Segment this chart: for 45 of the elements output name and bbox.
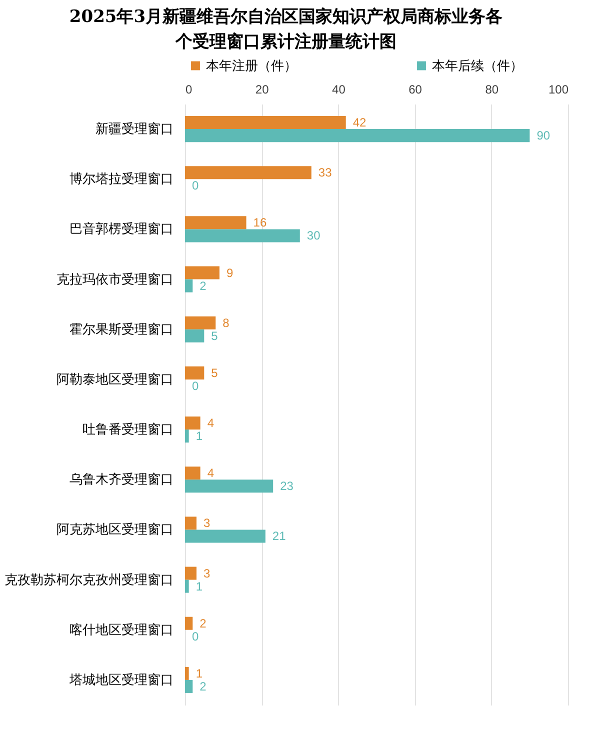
y-tick-label: 克拉玛依市受理窗口 [56,271,174,286]
legend-label: 本年注册（件） [206,58,297,73]
y-tick-label: 霍尔果斯受理窗口 [70,321,174,336]
x-tick-label: 40 [332,82,346,96]
data-label: 5 [211,328,218,343]
data-label: 2 [200,679,207,694]
data-label: 2 [200,278,207,293]
x-tick-label: 100 [548,82,569,96]
data-label: 3 [203,516,210,530]
data-label: 23 [280,479,294,494]
data-label: 1 [196,579,203,594]
data-label: 90 [536,128,550,143]
y-tick-label: 博尔塔拉受理窗口 [70,171,174,186]
data-label: 42 [352,116,367,130]
x-tick-label: 0 [186,82,192,96]
y-tick-label: 乌鲁木齐受理窗口 [70,472,174,487]
x-tick-label: 80 [485,82,499,96]
y-tick-label: 吐鲁番受理窗口 [82,422,174,437]
data-label: 8 [222,316,230,330]
data-label: 4 [207,416,214,430]
x-tick-label: 20 [255,82,270,96]
legend-label: 本年后续（件） [432,58,523,73]
y-tick-label: 巴音郭楞受理窗口 [70,221,174,236]
data-label: 0 [192,629,199,644]
data-label: 5 [211,366,218,380]
data-label: 21 [272,529,286,544]
data-label: 4 [207,466,214,480]
data-label: 1 [196,666,203,680]
data-label: 3 [203,566,210,580]
x-tick-label: 60 [408,82,422,96]
data-label: 1 [196,429,203,444]
y-tick-label: 新疆受理窗口 [96,121,174,136]
y-tick-label: 阿勒泰地区受理窗口 [56,371,174,386]
data-label: 2 [200,616,207,630]
data-label: 0 [192,178,199,193]
data-label: 33 [318,166,332,180]
data-label: 9 [226,266,234,280]
y-tick-label: 塔城地区受理窗口 [68,672,174,687]
data-label: 16 [253,216,267,230]
data-label: 30 [306,228,321,243]
chart-title: 2025年3月新疆维吾尔自治区国家知识产权局商标业务各个受理窗口累计注册量统计图 [69,7,503,52]
y-tick-label: 克孜勒苏柯尔克孜州受理窗口 [4,572,174,587]
y-tick-label: 阿克苏地区受理窗口 [56,522,174,537]
y-tick-label: 喀什地区受理窗口 [70,622,174,637]
data-label: 0 [192,378,199,393]
